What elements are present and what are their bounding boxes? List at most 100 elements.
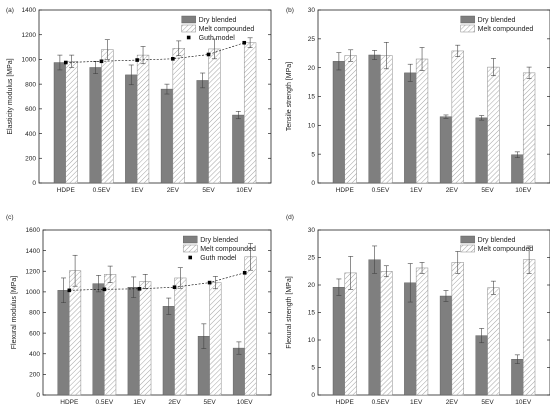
bar-dry-1ev [127,287,140,396]
x-tick-label-0-5ev: 0.5EV [372,399,390,406]
bar-dry-hdpe [57,290,70,396]
y-axis-title: Flexural strength [MPa] [286,276,293,348]
x-tick-label-5ev: 5EV [203,399,216,406]
legend-swatch-dry [183,235,198,244]
bar-melt-1ev [415,58,429,184]
bar-melt-2ev [172,48,185,184]
bar-dry-0-5ev [89,67,102,184]
guth-model-point-0-5ev [102,287,107,292]
bar-melt-10ev [522,72,536,184]
legend-swatch-melt [460,24,475,33]
bar-dry-5ev [196,80,209,184]
x-tick-label-1ev: 1EV [410,187,423,194]
x-tick-label-5ev: 5EV [481,399,494,406]
legend-swatch-dry [460,15,475,24]
x-tick-label-10ev: 10EV [515,187,532,194]
guth-model-point-hdpe [67,288,72,293]
legend-label-dry-blended: Dry blended [478,17,516,24]
bar-melt-0-5ev [380,271,393,396]
bar-dry-5ev [475,335,488,396]
x-tick-label-2ev: 2EV [446,187,459,194]
y-tick-label: 30 [308,7,316,14]
chart-panel-1: (a) 0 200 400 600 800 1000 1200 1400 Elasticity m… [6,7,272,194]
y-tick-label: 1400 [22,7,37,14]
bar-melt-1ev [139,281,152,396]
bar-dry-1ev [404,72,417,184]
bar-dry-hdpe [332,61,345,184]
y-tick-label: 800 [25,81,36,88]
y-tick-label: 400 [29,351,40,358]
bar-melt-1ev [415,267,429,396]
y-tick-label: 10 [308,337,316,344]
y-tick-label: 0 [36,392,40,399]
bar-melt-2ev [451,50,464,184]
bar-dry-5ev [475,117,488,184]
bar-melt-2ev [451,262,464,396]
y-tick-label: 1600 [26,227,41,234]
bar-dry-2ev [160,88,174,184]
y-tick-label: 200 [29,372,40,379]
bar-melt-10ev [244,256,257,396]
guth-model-point-0-5ev [99,59,104,64]
bar-melt-5ev [487,66,500,184]
panel-label: (c) [6,214,14,221]
legend-label-melt-compounded: Melt compounded [478,26,534,33]
y-axis-title: Tensile strength [MPa] [286,62,293,131]
legend-label-dry-blended: Dry blended [200,237,238,244]
bar-melt-hdpe [344,55,357,184]
y-tick-label: 15 [308,310,316,317]
bar-melt-hdpe [344,272,357,396]
bar-dry-0-5ev [92,283,105,396]
guth-model-point-1ev [137,286,142,291]
y-tick-label: 400 [25,131,36,138]
legend-label-melt-compounded: Melt compounded [478,246,534,253]
y-tick-label: 1000 [26,289,41,296]
x-tick-label-1ev: 1EV [131,187,144,194]
y-tick-label: 25 [308,36,316,43]
x-tick-label-2ev: 2EV [167,187,180,194]
bar-dry-10ev [232,347,245,396]
y-tick-label: 25 [308,255,316,262]
guth-model-point-2ev [172,285,177,290]
y-tick-label: 20 [308,282,316,289]
y-tick-label: 15 [308,94,316,101]
x-tick-label-0-5ev: 0.5EV [96,399,114,406]
y-tick-label: 0 [32,180,36,187]
panel-label: (d) [286,214,294,221]
legend-swatch-melt [182,244,198,253]
x-tick-label-hdpe: HDPE [336,399,355,406]
guth-model-point-hdpe [63,60,68,65]
bar-dry-hdpe [332,287,345,396]
y-tick-label: 1000 [22,57,37,64]
bar-dry-10ev [232,114,245,184]
legend-label-guth-model: Guth model [200,255,237,262]
bar-melt-0-5ev [380,55,393,184]
legend-label-melt-compounded: Melt compounded [199,26,255,33]
y-tick-label: 600 [25,106,36,113]
x-tick-label-hdpe: HDPE [57,187,76,194]
chart-panel-3: (c) 0 200 400 600 800 1000 1200 1400 1600 Flexural… [6,214,272,406]
y-tick-label: 0 [311,180,315,187]
guth-model-point-10ev [242,270,247,275]
y-tick-label: 20 [308,65,316,72]
bar-melt-5ev [208,48,221,184]
legend-swatch-guth [186,35,191,40]
guth-model-point-10ev [242,40,247,45]
bar-dry-10ev [511,154,524,184]
bar-dry-2ev [439,116,453,184]
legend-label-melt-compounded: Melt compounded [200,246,256,253]
y-tick-label: 600 [29,330,40,337]
bar-melt-0-5ev [101,49,114,184]
y-tick-label: 200 [25,155,36,162]
legend-swatch-melt [460,244,475,253]
x-tick-label-0-5ev: 0.5EV [372,187,390,194]
x-tick-label-0-5ev: 0.5EV [93,187,111,194]
chart-panel-4: (d) 0 5 10 15 20 25 30 Flexural strength [MPa] HD… [286,214,550,406]
bar-dry-10ev [511,359,524,396]
y-tick-label: 0 [311,392,315,399]
x-tick-label-1ev: 1EV [133,399,146,406]
guth-model-point-2ev [171,57,175,61]
bar-dry-0-5ev [368,54,381,184]
